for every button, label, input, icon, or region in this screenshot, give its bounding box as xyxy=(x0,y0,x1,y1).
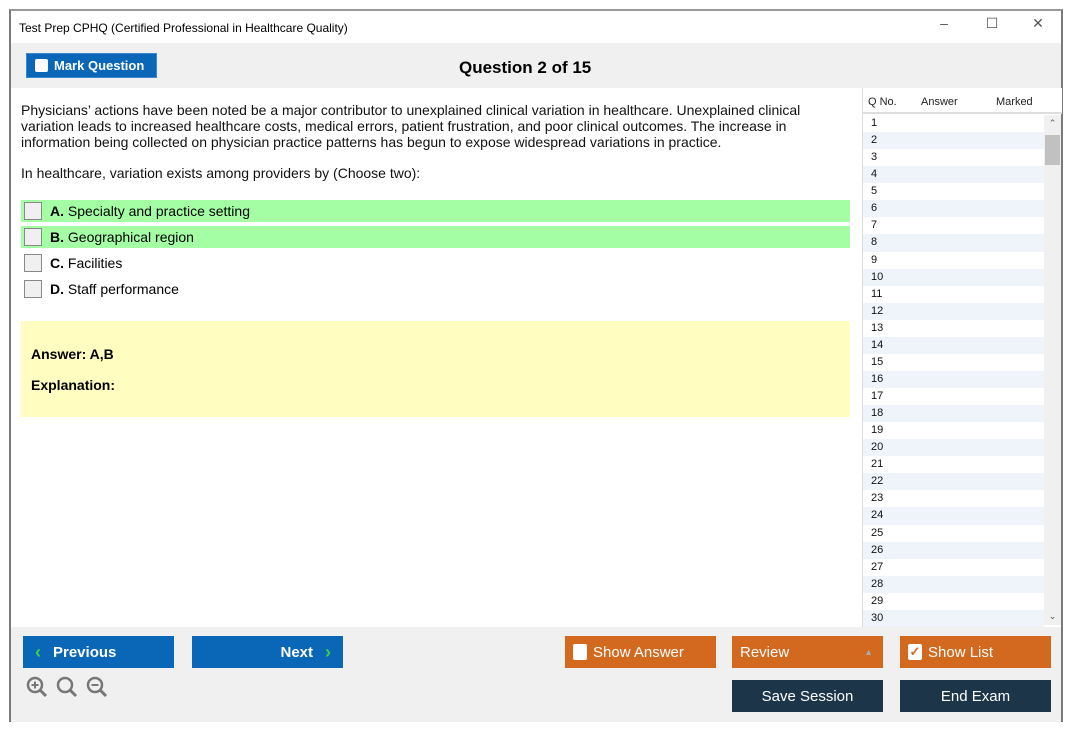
option-text: Geographical region xyxy=(67,229,194,245)
question-list: Q No. Answer Marked 1 2 3 4 5 6 7 8 9 10 11 12 13 14 1… xyxy=(862,88,1062,627)
zoom-reset-icon[interactable] xyxy=(56,676,78,698)
list-row[interactable]: 16 xyxy=(863,370,1044,388)
close-button[interactable]: ✕ xyxy=(1032,15,1044,31)
app-window: Test Prep CPHQ (Certified Professional i… xyxy=(9,9,1063,722)
list-row[interactable]: 25 xyxy=(871,526,884,539)
next-button[interactable]: Next › xyxy=(192,636,343,668)
option-letter: B. xyxy=(50,229,64,245)
option-letter: A. xyxy=(50,203,64,219)
list-row[interactable]: 13 xyxy=(871,321,884,334)
show-answer-label: Show Answer xyxy=(593,643,684,661)
checkbox-icon xyxy=(35,59,48,72)
zoom-in-icon[interactable] xyxy=(26,676,48,698)
end-exam-button[interactable]: End Exam xyxy=(900,680,1051,712)
answer-text: Answer: A,B xyxy=(31,346,114,362)
list-row[interactable]: 20 xyxy=(863,439,1044,457)
list-row[interactable]: 24 xyxy=(863,507,1044,525)
review-label: Review xyxy=(740,643,790,661)
list-row[interactable]: 21 xyxy=(871,458,884,471)
previous-button[interactable]: ‹ Previous xyxy=(23,636,174,668)
checkbox-icon xyxy=(573,644,587,660)
list-row[interactable]: 8 xyxy=(863,234,1044,252)
review-dropdown[interactable]: Review ▲ xyxy=(732,636,883,668)
question-panel: Physicians’ actions have been noted be a… xyxy=(11,88,862,627)
option-b[interactable]: B. Geographical region xyxy=(21,226,850,248)
title-bar: Test Prep CPHQ (Certified Professional i… xyxy=(11,11,1061,43)
col-answer: Answer xyxy=(921,96,958,108)
explanation-label: Explanation: xyxy=(31,377,116,393)
scroll-thumb[interactable] xyxy=(1045,135,1060,165)
minimize-button[interactable]: – xyxy=(940,15,948,31)
list-row[interactable]: 29 xyxy=(871,594,884,607)
option-checkbox[interactable] xyxy=(24,254,42,272)
chevron-left-icon: ‹ xyxy=(35,641,41,662)
list-header: Q No. Answer Marked xyxy=(863,88,1062,114)
list-row[interactable]: 27 xyxy=(871,560,884,573)
list-row[interactable]: 23 xyxy=(871,492,884,505)
show-list-button[interactable]: ✓ Show List xyxy=(900,636,1051,668)
option-a[interactable]: A. Specialty and practice setting xyxy=(21,200,850,222)
toolbar: Mark Question Question 2 of 15 xyxy=(11,43,1061,88)
question-text: Physicians’ actions have been noted be a… xyxy=(21,102,801,150)
list-row[interactable]: 7 xyxy=(871,219,878,232)
option-c[interactable]: C. Facilities xyxy=(21,252,850,274)
list-row[interactable]: 17 xyxy=(871,390,884,402)
col-qno: Q No. xyxy=(868,96,897,108)
show-list-label: Show List xyxy=(928,643,994,661)
list-row[interactable]: 14 xyxy=(863,336,1044,354)
list-row[interactable]: 11 xyxy=(871,287,883,300)
option-text: Facilities xyxy=(67,255,123,271)
option-letter: D. xyxy=(50,281,64,297)
save-session-button[interactable]: Save Session xyxy=(732,680,883,712)
zoom-out-icon[interactable] xyxy=(86,676,108,698)
list-scrollbar[interactable]: ⌃ ⌄ xyxy=(1044,115,1061,625)
list-row[interactable]: 22 xyxy=(863,473,1044,491)
option-checkbox[interactable] xyxy=(24,202,42,220)
option-text: Staff performance xyxy=(67,281,179,297)
mark-question-label: Mark Question xyxy=(54,58,145,73)
show-answer-button[interactable]: Show Answer xyxy=(565,636,716,668)
option-letter: C. xyxy=(50,255,64,271)
scroll-down-icon[interactable]: ⌄ xyxy=(1048,611,1057,621)
question-counter: Question 2 of 15 xyxy=(459,58,592,77)
option-checkbox[interactable] xyxy=(24,228,42,246)
checkmark-icon: ✓ xyxy=(908,644,922,660)
list-row[interactable]: 28 xyxy=(863,575,1044,593)
list-row[interactable]: 4 xyxy=(863,166,1044,184)
chevron-right-icon: › xyxy=(325,641,331,662)
bottom-bar: ‹ Previous Next › Show Answer Review ▲ ✓ Sho… xyxy=(11,627,1061,722)
next-label: Next xyxy=(280,643,313,661)
list-row[interactable]: 26 xyxy=(863,541,1044,559)
list-row[interactable]: 2 xyxy=(863,132,1044,150)
list-row[interactable]: 30 xyxy=(863,609,1044,627)
mark-question-button[interactable]: Mark Question xyxy=(26,53,157,78)
answer-box: Answer: A,B Explanation: xyxy=(21,321,850,417)
maximize-button[interactable]: ☐ xyxy=(985,15,999,31)
triangle-up-icon: ▲ xyxy=(864,647,873,657)
list-row[interactable]: 18 xyxy=(863,405,1044,423)
option-d[interactable]: D. Staff performance xyxy=(21,278,850,300)
list-row[interactable]: 10 xyxy=(863,268,1044,286)
list-row[interactable]: 12 xyxy=(863,302,1044,320)
list-row[interactable]: 6 xyxy=(863,200,1044,218)
col-marked: Marked xyxy=(996,96,1033,108)
list-row[interactable]: 3 xyxy=(871,151,878,164)
list-row[interactable]: 15 xyxy=(871,355,884,368)
scroll-up-icon[interactable]: ⌃ xyxy=(1048,118,1057,128)
list-row[interactable]: 19 xyxy=(871,424,884,437)
list-row[interactable]: 9 xyxy=(871,253,878,266)
option-checkbox[interactable] xyxy=(24,280,42,298)
list-row[interactable]: 1 xyxy=(871,117,878,129)
option-text: Specialty and practice setting xyxy=(67,203,250,219)
previous-label: Previous xyxy=(53,643,117,661)
window-title: Test Prep CPHQ (Certified Professional i… xyxy=(19,21,348,35)
question-prompt: In healthcare, variation exists among pr… xyxy=(21,165,421,181)
list-row[interactable]: 5 xyxy=(871,185,878,198)
